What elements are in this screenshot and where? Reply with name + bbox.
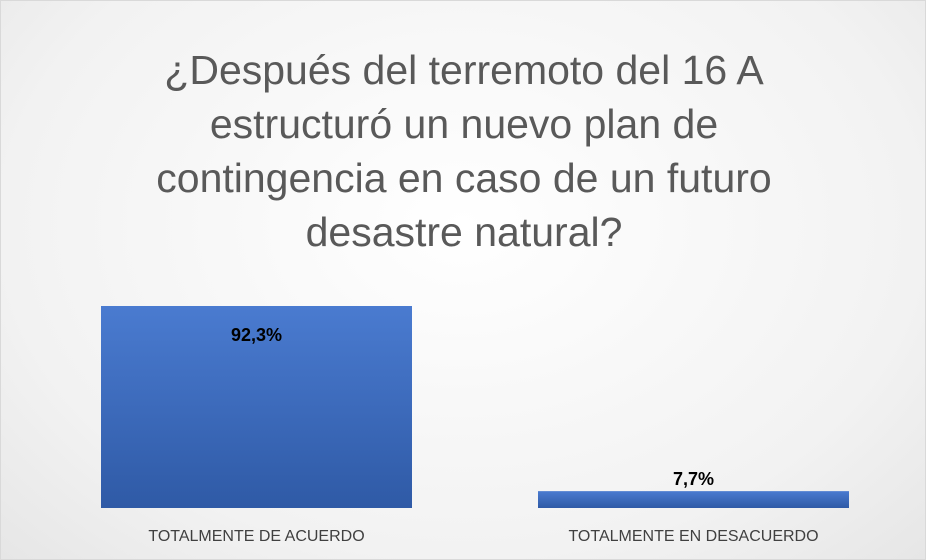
- bar: [538, 491, 849, 508]
- data-label: 92,3%: [231, 325, 282, 345]
- data-label: 7,7%: [673, 469, 714, 489]
- x-tick-label: TOTALMENTE EN DESACUERDO: [568, 528, 818, 545]
- bar: [101, 306, 412, 508]
- x-tick-label: TOTALMENTE DE ACUERDO: [148, 528, 364, 545]
- chart-title: ¿Después del terremoto del 16 A estructu…: [156, 47, 772, 255]
